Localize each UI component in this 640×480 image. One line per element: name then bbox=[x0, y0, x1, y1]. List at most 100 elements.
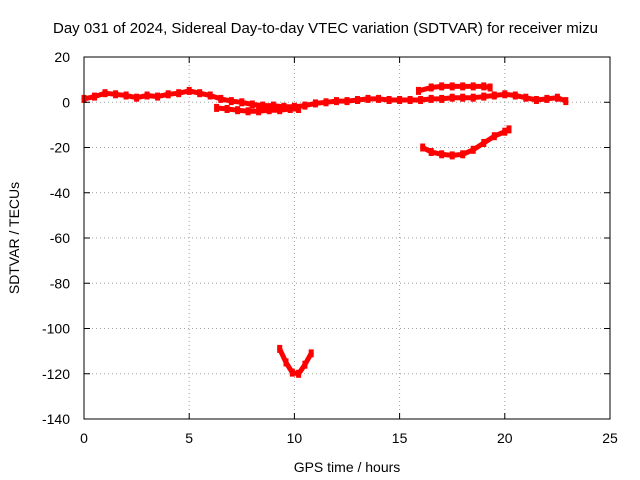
data-point bbox=[487, 83, 493, 92]
data-point bbox=[418, 96, 424, 104]
data-point bbox=[270, 101, 276, 110]
y-tick-label: -80 bbox=[50, 275, 70, 291]
y-tick-label: -20 bbox=[50, 140, 70, 156]
y-tick-label: -40 bbox=[50, 185, 70, 201]
data-point bbox=[296, 369, 302, 378]
data-point bbox=[296, 105, 302, 113]
x-tick-label: 15 bbox=[392, 430, 408, 446]
data-point bbox=[481, 82, 487, 91]
data-point bbox=[323, 98, 329, 107]
data-point bbox=[460, 93, 466, 102]
data-point bbox=[428, 148, 434, 156]
data-point bbox=[428, 94, 434, 103]
data-point bbox=[449, 151, 455, 160]
grid bbox=[84, 57, 610, 419]
data-point bbox=[460, 150, 466, 159]
data-point bbox=[218, 94, 224, 103]
data-point bbox=[481, 139, 487, 147]
y-tick-label: 0 bbox=[62, 94, 70, 110]
data-point bbox=[365, 94, 371, 103]
data-point bbox=[144, 91, 150, 100]
data-point bbox=[92, 92, 97, 101]
data-point bbox=[197, 89, 203, 98]
y-tick-label: -100 bbox=[42, 321, 70, 337]
plot-frame bbox=[83, 56, 611, 420]
data-point bbox=[260, 101, 266, 110]
data-point bbox=[428, 83, 434, 92]
x-tick-label: 20 bbox=[497, 430, 513, 446]
data-point bbox=[235, 106, 241, 115]
data-point bbox=[470, 93, 476, 102]
data-point bbox=[355, 96, 360, 104]
data-point bbox=[449, 93, 455, 102]
data-point bbox=[113, 90, 119, 99]
data-point bbox=[554, 93, 560, 102]
data-point bbox=[470, 145, 476, 154]
data-point bbox=[502, 127, 508, 136]
data-point bbox=[439, 94, 445, 103]
data-point bbox=[102, 89, 108, 98]
data-point bbox=[416, 86, 421, 95]
data-point bbox=[376, 94, 382, 103]
data-point bbox=[302, 360, 308, 369]
data-point bbox=[491, 91, 497, 100]
data-point bbox=[312, 99, 318, 108]
axis-ticks: 0 5 10 15 20 25 20 0 -20 -40 -60 -80 -100 -120 -140 bbox=[42, 49, 618, 446]
data-point bbox=[439, 82, 445, 91]
data-point bbox=[407, 96, 413, 104]
data-point bbox=[123, 91, 129, 100]
data-point bbox=[308, 349, 314, 358]
x-tick-label: 10 bbox=[287, 430, 303, 446]
data-point bbox=[214, 103, 220, 112]
data-point bbox=[481, 92, 487, 101]
data-point bbox=[563, 97, 569, 106]
data-point bbox=[334, 97, 339, 106]
data-point bbox=[239, 98, 245, 107]
x-tick-label: 0 bbox=[80, 430, 88, 446]
data-point bbox=[533, 96, 539, 104]
data-point bbox=[245, 107, 251, 116]
data-point bbox=[155, 92, 161, 101]
data-point bbox=[165, 90, 171, 99]
series-mizu-arc-18h bbox=[420, 126, 512, 158]
y-axis-label: SDTVAR / TECUs bbox=[6, 182, 22, 294]
data-point bbox=[460, 82, 466, 91]
data-point bbox=[302, 101, 308, 110]
data-point bbox=[277, 344, 283, 353]
data-point bbox=[470, 82, 476, 91]
data-point bbox=[186, 86, 192, 95]
data-point bbox=[283, 358, 289, 367]
data-point bbox=[502, 90, 508, 99]
x-axis-label: GPS time / hours bbox=[294, 459, 401, 475]
data-point bbox=[134, 93, 140, 102]
data-point bbox=[344, 97, 350, 106]
y-tick-label: -120 bbox=[42, 366, 70, 382]
data-point bbox=[207, 91, 213, 100]
data-point bbox=[420, 143, 426, 152]
data-point bbox=[289, 368, 295, 377]
x-tick-label: 5 bbox=[185, 430, 193, 446]
data-point bbox=[176, 89, 182, 98]
data-point bbox=[287, 105, 293, 113]
data-point bbox=[449, 82, 455, 91]
data-point bbox=[256, 107, 262, 116]
data-point bbox=[224, 105, 230, 113]
data-point bbox=[266, 106, 272, 115]
chart-title: Day 031 of 2024, Sidereal Day-to-day VTE… bbox=[53, 20, 598, 37]
data-point bbox=[249, 100, 255, 109]
y-tick-label: -140 bbox=[42, 411, 70, 427]
data-point bbox=[277, 106, 283, 115]
data-point bbox=[512, 91, 518, 100]
data-point bbox=[544, 94, 550, 103]
data-point bbox=[228, 97, 234, 106]
data-point bbox=[523, 93, 529, 102]
data-point bbox=[386, 96, 392, 104]
data-point bbox=[506, 125, 512, 134]
y-tick-label: 20 bbox=[54, 49, 70, 65]
data-point bbox=[397, 96, 403, 104]
data-point bbox=[439, 150, 445, 159]
data-point bbox=[281, 102, 287, 111]
data-point bbox=[491, 132, 497, 141]
y-tick-label: -60 bbox=[50, 230, 70, 246]
